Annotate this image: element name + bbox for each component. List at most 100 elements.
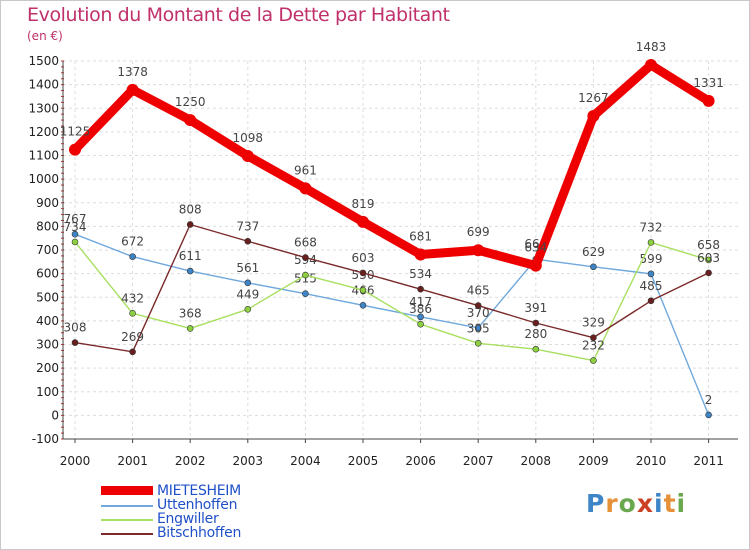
x-tick-label: 2000 [60,454,91,468]
data-label: 561 [236,261,259,275]
x-tick-label: 2008 [521,454,552,468]
data-point [186,267,194,275]
data-label: 737 [236,219,259,233]
x-tick-label: 2001 [117,454,148,468]
data-point [647,239,655,246]
legend-label: Bitschhoffen [157,525,242,541]
x-tick-label: 2004 [290,454,321,468]
data-label: 370 [467,306,490,320]
data-label: 280 [524,327,547,341]
data-point [705,269,712,277]
data-point [359,269,367,277]
data-point [647,270,655,278]
data-point [186,221,194,228]
data-label: 485 [640,279,663,293]
data-label: 681 [409,229,432,243]
legend-label: MIETESHEIM [157,483,241,499]
data-label: 603 [352,251,375,265]
data-label: 658 [697,238,720,252]
y-tick-label: 1300 [28,101,59,115]
y-tick-label: 100 [36,385,59,399]
data-label: 629 [582,245,605,259]
x-tick-label: 2010 [636,454,667,468]
y-tick-label: 700 [36,243,59,257]
x-tick-label: 2007 [463,454,494,468]
legend-swatch [101,505,153,507]
data-point [299,182,312,195]
data-point [590,263,597,271]
data-label: 734 [64,220,87,234]
data-label: 1483 [636,40,667,54]
y-tick-label: 1100 [28,149,59,163]
data-point [359,301,367,309]
logo-letter: i [654,489,664,518]
data-point [71,230,79,238]
logo-letter: t [663,489,677,518]
legend-label: Engwiller [157,511,219,527]
logo-letter: o [618,489,637,518]
logo-letter: r [605,489,619,518]
data-point [302,271,309,279]
y-tick-label: 400 [36,314,59,328]
data-point [474,340,482,347]
legend-swatch [101,519,153,521]
series-line-mietesheim [70,60,714,271]
data-label: 368 [179,306,202,320]
x-tick-label: 2009 [578,454,609,468]
x-tick-label: 2005 [348,454,379,468]
data-label: 329 [582,316,605,330]
logo-letter: P [586,489,606,518]
data-point [302,254,309,261]
data-point [302,290,309,298]
data-label: 732 [640,220,663,234]
data-label: 819 [352,197,375,211]
data-point [645,59,657,72]
data-label: 386 [409,302,432,316]
legend-swatch [101,533,153,535]
data-point [417,320,424,328]
data-label: 1267 [578,91,609,105]
y-tick-label: -100 [32,432,59,446]
data-label: 308 [64,321,87,335]
data-label: 603 [697,251,720,265]
data-point [647,297,655,305]
y-tick-label: 300 [36,338,59,352]
series-line-engwiller [74,241,710,362]
data-point [414,248,427,261]
y-tick-label: 1400 [28,78,59,92]
data-label: 672 [121,235,144,249]
data-point [357,215,369,228]
data-label: 232 [582,339,605,353]
data-point [529,259,542,272]
data-point [129,310,136,317]
legend-swatch [101,486,153,495]
data-point [69,143,81,156]
data-label: 808 [179,202,202,216]
data-point [184,114,197,127]
logo-letter: i [676,489,687,518]
x-tick-label: 2006 [405,454,436,468]
series-line-bitschhoffen [74,223,710,353]
x-tick-label: 2002 [175,454,206,468]
data-label: 668 [294,236,317,250]
data-point [129,253,136,260]
data-point [532,345,540,353]
y-tick-label: 800 [36,219,59,233]
data-label: 269 [121,330,144,344]
data-label: 1331 [693,76,724,90]
x-tick-label: 2003 [233,454,264,468]
data-label: 611 [179,249,202,263]
data-point [705,411,712,419]
data-point [474,324,482,332]
data-point [587,110,600,123]
y-tick-label: 0 [51,408,59,422]
data-label: 767 [64,212,87,226]
logo-letter: x [636,489,654,518]
data-label: 634 [524,241,547,255]
data-label: 417 [409,295,432,309]
data-label: 449 [236,287,259,301]
data-point [71,339,79,346]
data-point [705,256,712,264]
